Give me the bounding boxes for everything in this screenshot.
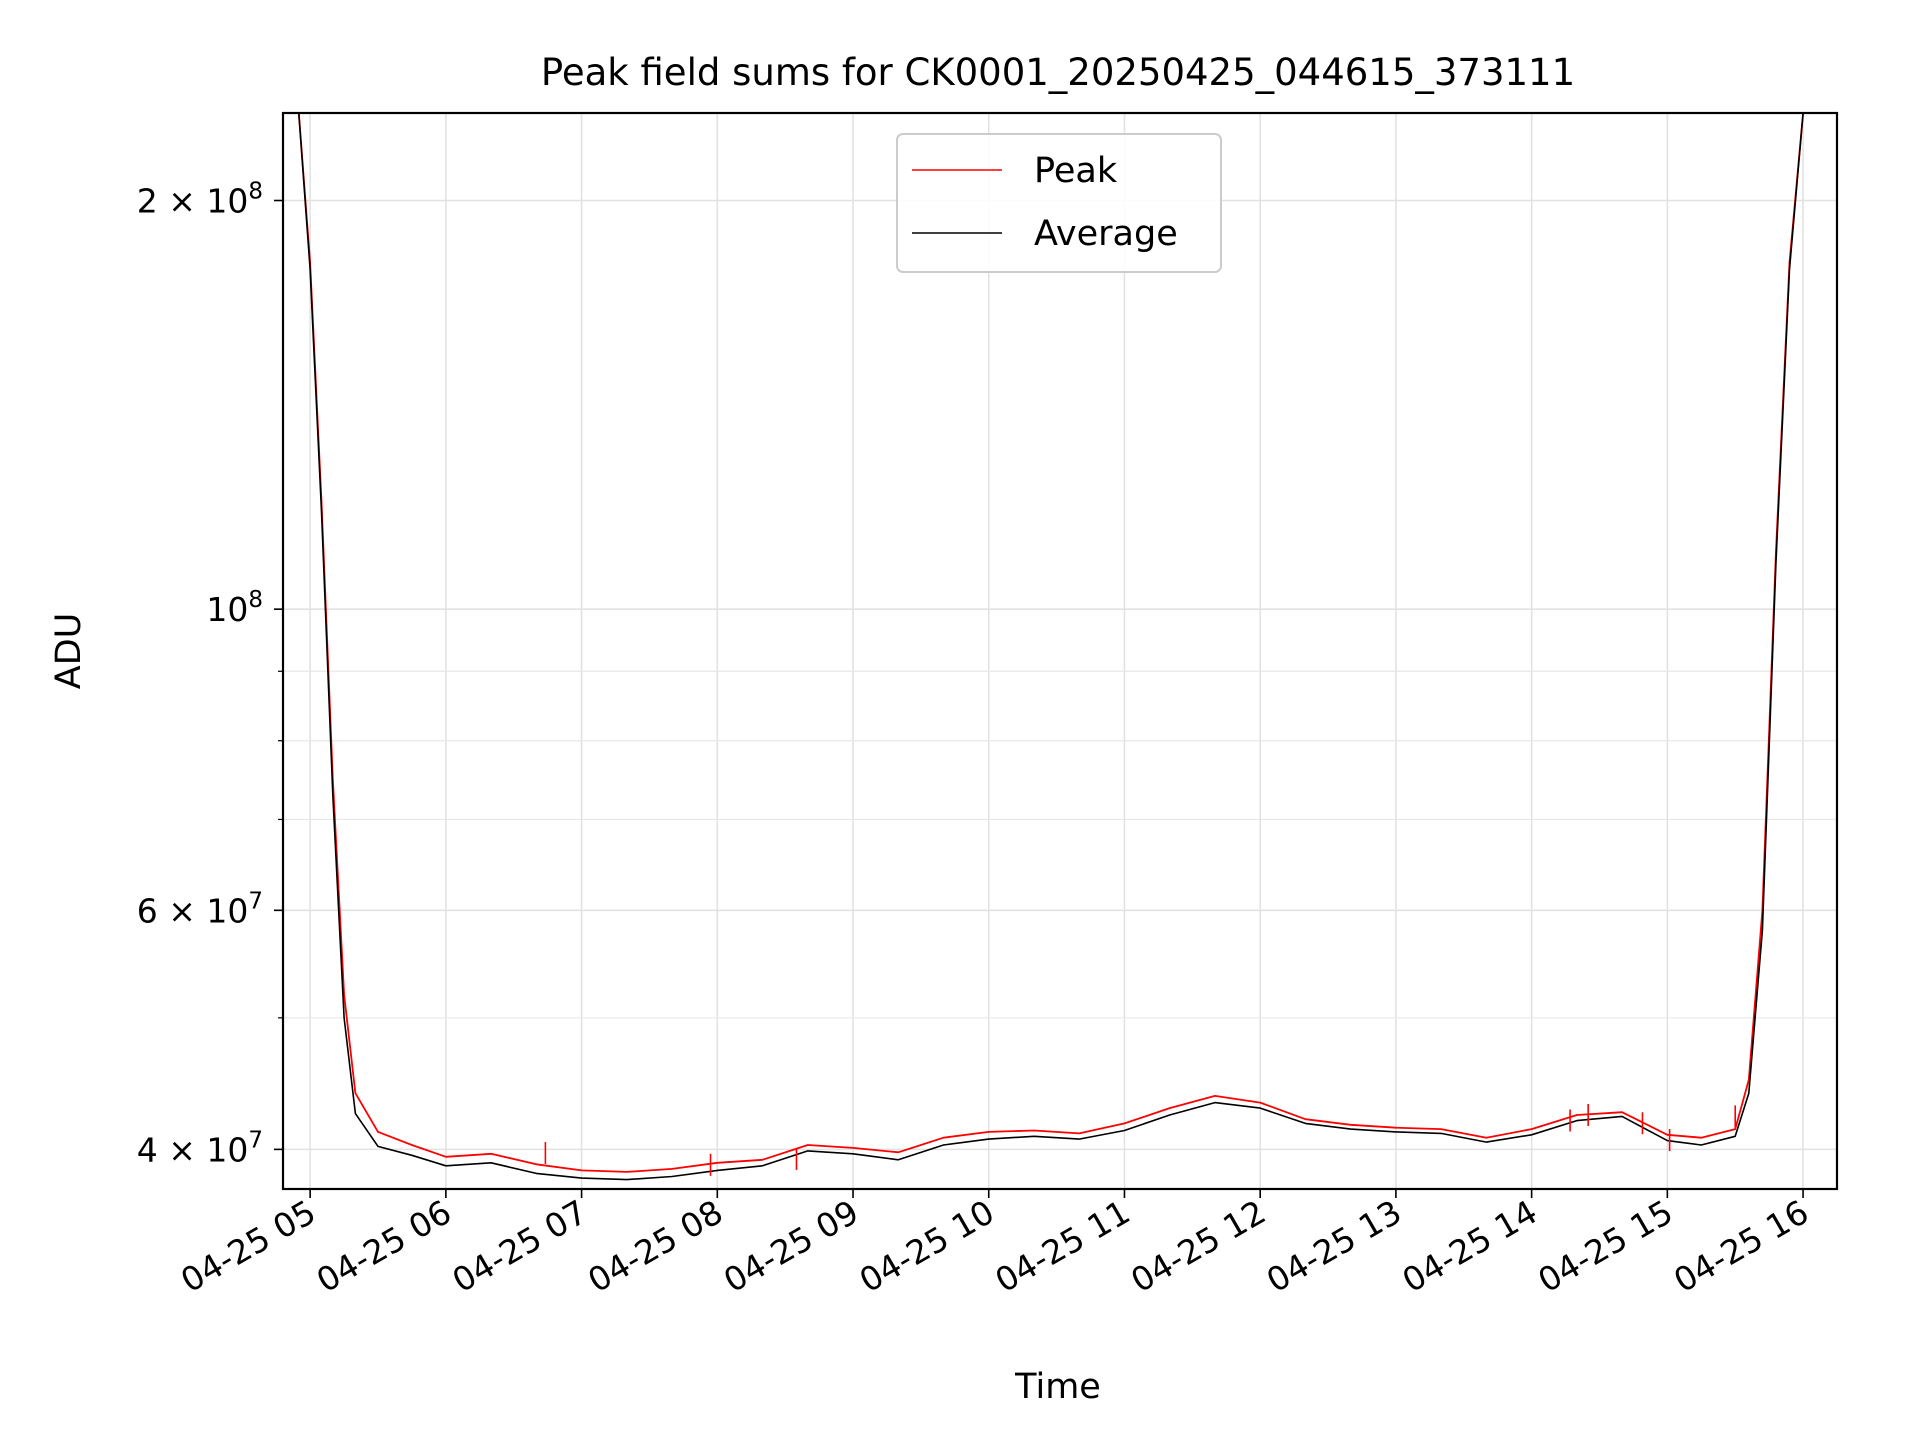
chart-title: Peak field sums for CK0001_20250425_0446…: [541, 51, 1575, 94]
grid: [283, 113, 1837, 1189]
y-tick-label: 4 × 107: [137, 1127, 263, 1169]
plot-frame: [281, 111, 1839, 1191]
legend: Peak Average: [896, 133, 1222, 273]
legend-label-peak: Peak: [1034, 151, 1118, 191]
series-line-peak: [283, 113, 1804, 1173]
legend-label-average: Average: [1034, 214, 1178, 254]
y-tick-label: 2 × 108: [137, 179, 263, 221]
y-axis-label: ADU: [49, 613, 89, 690]
series-layer: [283, 113, 1804, 1181]
legend-box: [896, 133, 1222, 273]
y-tick-label: 6 × 107: [137, 888, 263, 930]
x-axis-label: Time: [1014, 1367, 1101, 1407]
series-line-average: [283, 113, 1804, 1181]
